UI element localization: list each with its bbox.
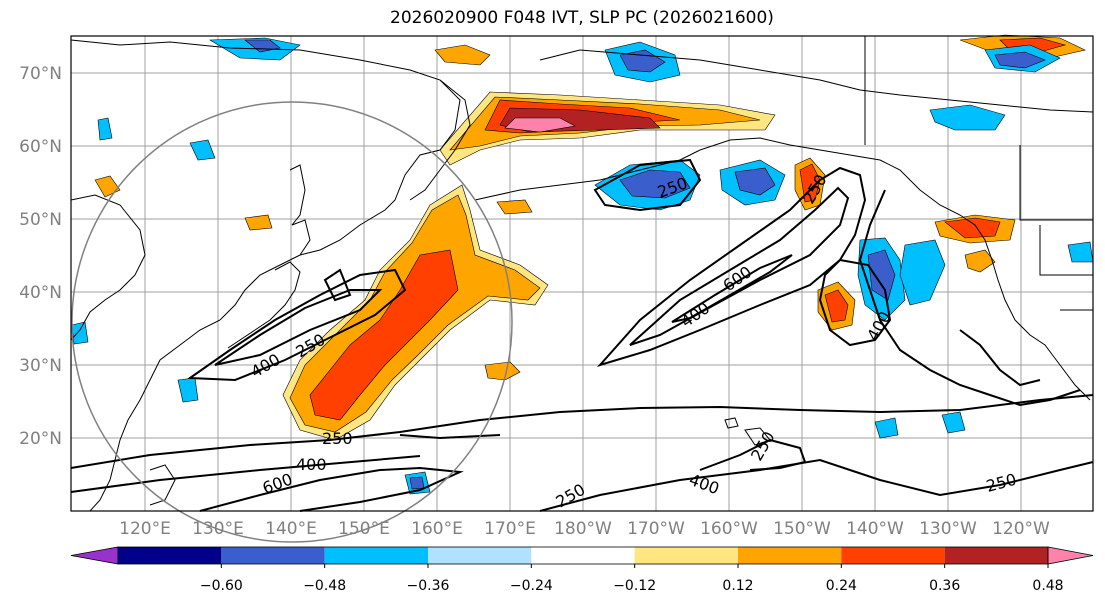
lat-label: 70°N [19,64,62,84]
colorbar-tick-label: 0.12 [722,578,753,594]
lon-label: 160°E [411,519,463,539]
colorbar-tick-label: −0.24 [510,578,553,594]
colorbar-extension-high [1047,546,1094,565]
lon-label: 130°E [192,519,244,539]
map-title: 2026020900 F048 IVT, SLP PC (2026021600) [390,8,774,28]
contour-label: 250 [322,429,353,448]
map-panel [70,34,1094,543]
colorbar-tick-label: 0.48 [1032,578,1063,594]
slp-contours [70,158,1094,512]
ivt-anomaly-shading [71,34,1094,495]
colorbar-extension-low [70,546,119,565]
longitude-labels: 120°E 130°E 140°E 150°E 160°E 170°E 180°… [119,519,1050,539]
lat-label: 60°N [19,137,62,157]
lat-label: 50°N [19,210,62,230]
lon-label: 120°W [992,519,1050,539]
colorbar-segment [324,547,428,564]
lon-label: 170°W [627,519,685,539]
colorbar-segment [944,547,1048,564]
colorbar-tick-label: −0.48 [303,578,346,594]
colorbar-tick-label: −0.60 [200,578,243,594]
colorbar-tick-label: 0.36 [929,578,960,594]
colorbar-segment [221,547,325,564]
lat-label: 40°N [19,283,62,303]
lon-label: 150°W [773,519,831,539]
colorbar-tick-label: −0.36 [407,578,450,594]
colorbar-tick-label: −0.12 [613,578,656,594]
map-border [70,35,1094,512]
lon-label: 180°W [554,519,612,539]
colorbar-segments [70,546,1094,565]
colorbar-tick-label: 0.24 [826,578,857,594]
colorbar-segment [738,547,842,564]
lat-label: 30°N [19,356,62,376]
colorbar-segment [531,547,635,564]
lon-label: 140°E [265,519,317,539]
lon-label: 150°E [338,519,390,539]
colorbar-segment [634,547,738,564]
contour-label: 400 [296,455,327,474]
coastlines [70,36,1094,512]
colorbar-segment [428,547,532,564]
colorbar-segment [841,547,945,564]
lat-label: 20°N [19,429,62,449]
lon-label: 140°W [846,519,904,539]
lon-label: 160°W [700,519,758,539]
range-ring [71,101,513,543]
colorbar-frame [117,546,1049,565]
lon-label: 170°E [484,519,536,539]
colorbar-ticks: −0.60 −0.48 −0.36 −0.24 −0.12 0.12 0.24 0.36 0.4… [200,564,1064,594]
colorbar: −0.60 −0.48 −0.36 −0.24 −0.12 0.12 0.24 0.36 0.4… [70,546,1094,594]
colorbar-segment [118,547,222,564]
lon-label: 120°E [119,519,171,539]
lon-label: 130°W [919,519,977,539]
latitude-labels: 70°N 60°N 50°N 40°N 30°N 20°N [19,64,62,449]
